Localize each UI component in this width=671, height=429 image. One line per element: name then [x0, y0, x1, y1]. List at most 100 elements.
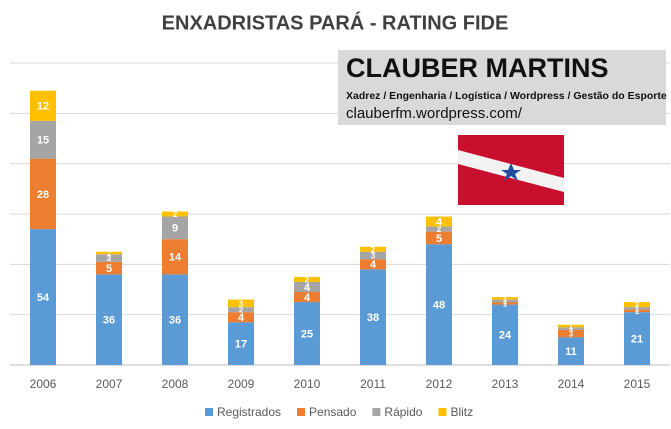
- legend-swatch: [205, 408, 213, 416]
- value-label: 2: [173, 210, 178, 219]
- legend-label: Rápido: [384, 405, 422, 419]
- value-label: 17: [235, 339, 247, 351]
- legend-label: Blitz: [450, 405, 473, 419]
- bar-segment: [426, 226, 452, 232]
- bar-segment: [30, 158, 56, 230]
- value-label: 3: [371, 252, 376, 261]
- value-label: 1: [503, 297, 508, 306]
- legend-swatch: [297, 408, 306, 416]
- x-tick-label: 2012: [426, 377, 453, 391]
- value-label: 1: [635, 307, 640, 316]
- bar-segment: [492, 302, 518, 305]
- bar-segment: [228, 299, 254, 308]
- logo: CLAUBER MARTINS Xadrez / Engenharia / Lo…: [338, 50, 667, 125]
- bar-segment: [360, 246, 386, 252]
- x-tick-label: 2014: [558, 377, 585, 391]
- x-tick-label: 2010: [294, 377, 321, 391]
- value-label: 9: [172, 223, 178, 235]
- x-tick-label: 2007: [96, 377, 123, 391]
- legend-label: Registrados: [217, 405, 281, 419]
- value-label: 5: [436, 233, 442, 245]
- value-label: 2: [437, 225, 442, 234]
- value-label: 4: [304, 282, 311, 294]
- bar-segment: [162, 216, 188, 240]
- bar-segment: [624, 302, 650, 308]
- bar-segment: [162, 211, 188, 217]
- value-label: 2: [239, 306, 244, 315]
- logo-title: CLAUBER MARTINS: [346, 53, 609, 83]
- value-label: 1: [569, 325, 574, 334]
- bar-segment: [96, 251, 122, 255]
- bar-segment: [228, 307, 254, 313]
- value-label: 3: [569, 330, 574, 339]
- value-label: 12: [37, 101, 49, 113]
- value-label: 4: [436, 216, 443, 228]
- bar-segment: [294, 292, 320, 303]
- value-label: 21: [631, 333, 643, 345]
- x-tick-label: 2006: [30, 377, 57, 391]
- bar-segment: [30, 120, 56, 159]
- value-label: 15: [37, 135, 49, 147]
- value-label: 24: [499, 330, 512, 342]
- bar-segment: [294, 302, 320, 365]
- bar-segment: [492, 297, 518, 300]
- logo-subtitle: Xadrez / Engenharia / Logística / Wordpr…: [346, 90, 667, 102]
- value-label: 14: [169, 252, 182, 264]
- bar-segment: [492, 299, 518, 303]
- bar-segment: [360, 251, 386, 260]
- value-label: 1: [635, 304, 640, 313]
- value-label: 48: [433, 300, 445, 312]
- bar-segment: [426, 231, 452, 245]
- logo-background: [338, 50, 666, 125]
- value-label: 1: [569, 322, 574, 331]
- flag: [458, 135, 564, 205]
- value-label: 5: [106, 263, 112, 275]
- bar-segment: [360, 269, 386, 365]
- bar-segment: [426, 216, 452, 227]
- value-label: 54: [37, 292, 50, 304]
- value-label: 4: [370, 259, 377, 271]
- bar-segment: [624, 309, 650, 313]
- legend: Registrados Pensado Rápido Blitz: [205, 405, 473, 419]
- legend-label: Pensado: [309, 405, 357, 419]
- bar-segment: [426, 244, 452, 365]
- value-label: 1: [503, 299, 508, 308]
- legend-swatch: [372, 408, 381, 416]
- value-label: 2: [635, 301, 640, 310]
- bar-segment: [558, 327, 584, 330]
- value-label: 25: [301, 328, 313, 340]
- value-label: 36: [169, 315, 181, 327]
- bar-segment: [96, 254, 122, 262]
- bar-segment: [624, 312, 650, 365]
- bar-segment: [294, 281, 320, 293]
- value-label: 28: [37, 189, 49, 201]
- bar-segment: [558, 337, 584, 365]
- bar-segment: [30, 229, 56, 365]
- bar-segment: [228, 322, 254, 365]
- x-tick-label: 2011: [360, 377, 386, 391]
- x-tick-label: 2013: [492, 377, 519, 391]
- bar-segment: [624, 307, 650, 310]
- x-tick-label: 2015: [624, 377, 651, 391]
- value-label: 1: [107, 249, 112, 258]
- value-label: 3: [239, 299, 244, 308]
- value-label: 4: [304, 292, 311, 304]
- bar-segment: [162, 274, 188, 365]
- bar-segment: [492, 304, 518, 365]
- logo-url: clauberfm.wordpress.com/: [346, 105, 523, 122]
- bar-segment: [360, 259, 386, 270]
- bar-segment: [558, 324, 584, 328]
- x-tick-label: 2008: [162, 377, 189, 391]
- bar-segment: [96, 261, 122, 275]
- bar-segment: [96, 274, 122, 365]
- chart-title: ENXADRISTAS PARÁ - RATING FIDE: [162, 11, 509, 34]
- bar-segment: [30, 90, 56, 121]
- value-label: 1: [503, 294, 508, 303]
- flag-star: [501, 163, 521, 181]
- bar-segment: [228, 312, 254, 323]
- value-label: 2: [371, 245, 376, 254]
- bar-segment: [294, 276, 320, 282]
- value-label: 4: [238, 312, 245, 324]
- value-label: 11: [565, 346, 577, 358]
